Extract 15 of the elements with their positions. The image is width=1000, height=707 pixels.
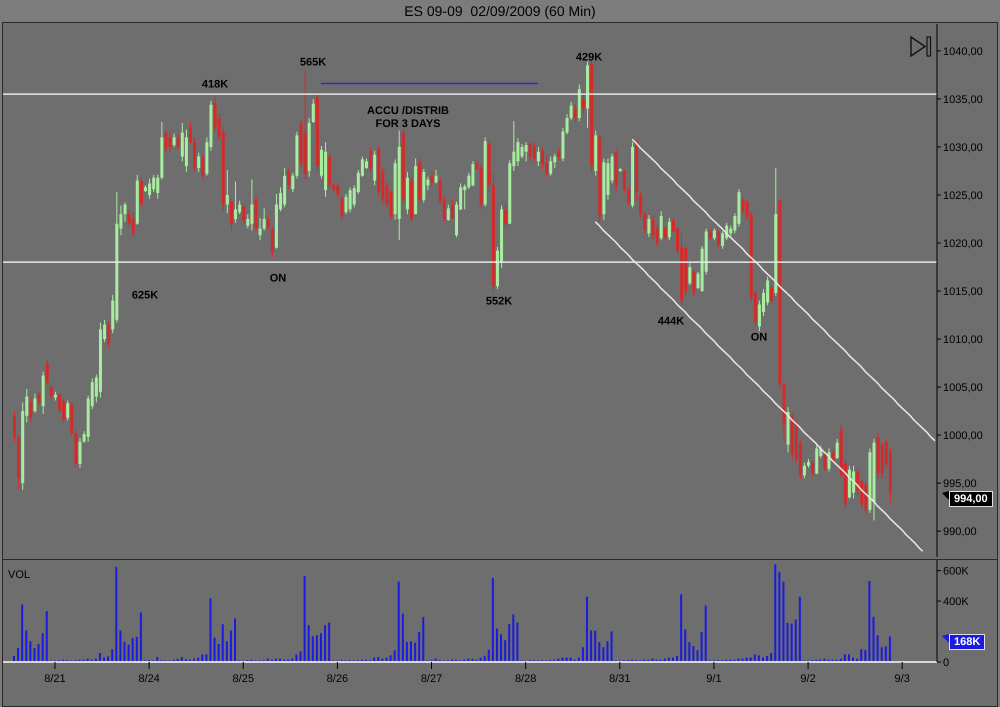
x-tick-label: 8/26 (326, 673, 348, 685)
x-tick-label: 8/27 (420, 673, 442, 685)
x-tick-label: 8/25 (232, 673, 254, 685)
x-tick-label: 8/28 (514, 673, 536, 685)
text: VOL (8, 569, 30, 581)
x-tick-label: 8/21 (44, 673, 66, 685)
x-tick-label: 9/2 (800, 673, 816, 685)
x-tick-label: 9/1 (706, 673, 722, 685)
y-tick-label: 0 (943, 656, 950, 669)
x-tick-label: 8/31 (609, 673, 631, 685)
x-tick-label: 8/24 (138, 673, 160, 685)
x-tick-label: 9/3 (894, 673, 910, 685)
y-tick-label: 600K (943, 566, 970, 578)
y-tick-label: 400K (943, 596, 970, 608)
text: 168K (949, 634, 986, 650)
